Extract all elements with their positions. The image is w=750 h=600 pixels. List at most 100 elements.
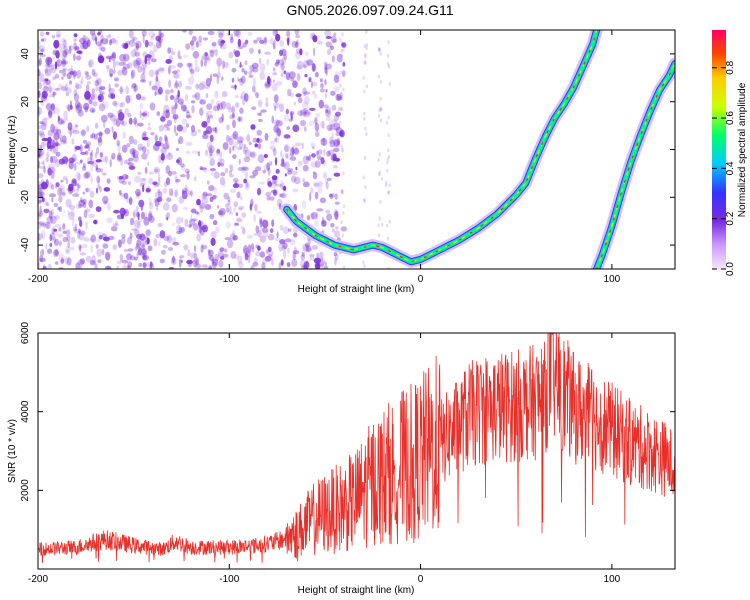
- noise-point: [219, 176, 225, 186]
- noise-point: [186, 110, 190, 114]
- noise-point: [250, 242, 255, 250]
- noise-point: [325, 67, 328, 76]
- noise-point: [257, 99, 263, 108]
- noise-point: [209, 147, 213, 157]
- noise-point: [326, 213, 332, 221]
- noise-point: [135, 150, 139, 156]
- noise-point: [204, 55, 212, 64]
- noise-point: [50, 184, 55, 190]
- noise-point: [96, 248, 102, 257]
- noise-point: [87, 146, 91, 152]
- noise-point: [95, 164, 99, 170]
- noise-point: [311, 245, 318, 250]
- noise-point: [53, 236, 57, 244]
- noise-point: [180, 226, 185, 233]
- noise-point: [53, 39, 60, 49]
- noise-point: [264, 255, 272, 262]
- noise-point: [84, 150, 89, 156]
- noise-point: [124, 108, 129, 116]
- noise-point: [241, 166, 246, 174]
- noise-point: [204, 52, 208, 57]
- noise-point: [309, 253, 315, 257]
- noise-point: [162, 187, 168, 194]
- noise-point: [319, 121, 325, 129]
- noise-point: [141, 211, 145, 220]
- noise-point: [294, 41, 299, 49]
- noise-point: [229, 36, 234, 44]
- noise-point: [236, 218, 244, 223]
- noise-point: [380, 107, 383, 112]
- noise-point: [211, 41, 217, 49]
- noise-point: [363, 44, 366, 49]
- noise-point: [229, 212, 234, 216]
- noise-point: [318, 259, 325, 267]
- noise-point: [69, 128, 72, 138]
- noise-point: [46, 151, 50, 159]
- noise-point: [158, 30, 162, 38]
- noise-point: [83, 162, 86, 169]
- noise-point: [328, 193, 333, 198]
- noise-point: [77, 110, 84, 117]
- noise-point: [378, 48, 381, 53]
- noise-point: [61, 85, 67, 92]
- noise-point: [278, 243, 284, 252]
- noise-point: [247, 244, 252, 254]
- noise-point: [150, 35, 154, 41]
- noise-point: [269, 161, 273, 166]
- noise-point: [121, 101, 125, 108]
- noise-point: [331, 155, 336, 163]
- spectrogram-y-tick-label: 20: [20, 96, 31, 108]
- noise-point: [202, 37, 209, 41]
- noise-point: [145, 54, 152, 58]
- noise-point: [388, 81, 391, 86]
- noise-point: [177, 138, 180, 145]
- noise-point: [164, 214, 167, 220]
- noise-point: [314, 122, 320, 132]
- noise-point: [62, 230, 67, 234]
- noise-point: [378, 152, 381, 157]
- noise-point: [271, 115, 275, 124]
- noise-point: [378, 216, 381, 221]
- noise-point: [168, 47, 174, 53]
- noise-point: [208, 266, 213, 269]
- noise-point: [234, 50, 241, 58]
- noise-point: [199, 166, 204, 171]
- noise-point: [229, 147, 232, 154]
- noise-point: [73, 93, 80, 102]
- noise-point: [379, 200, 382, 204]
- noise-point: [58, 188, 66, 196]
- noise-point: [192, 259, 199, 265]
- noise-point: [159, 230, 166, 239]
- noise-point: [158, 191, 163, 199]
- noise-point: [164, 136, 168, 145]
- noise-point: [199, 99, 207, 105]
- noise-point: [178, 196, 185, 204]
- noise-point: [324, 30, 332, 37]
- noise-point: [38, 214, 41, 221]
- noise-point: [257, 245, 261, 251]
- noise-point: [158, 142, 164, 147]
- noise-point: [198, 83, 205, 91]
- noise-point: [230, 164, 234, 172]
- noise-point: [70, 246, 75, 251]
- noise-point: [121, 259, 129, 264]
- noise-point: [106, 217, 113, 224]
- noise-point: [66, 257, 72, 266]
- noise-point: [153, 197, 157, 203]
- noise-point: [284, 173, 287, 177]
- noise-point: [121, 42, 127, 49]
- noise-point: [60, 120, 65, 125]
- noise-point: [47, 129, 54, 137]
- noise-point: [38, 180, 41, 187]
- noise-point: [128, 135, 134, 145]
- noise-point: [179, 174, 186, 178]
- noise-point: [98, 43, 103, 51]
- noise-point: [386, 160, 389, 165]
- noise-point: [242, 166, 249, 171]
- noise-point: [48, 166, 56, 173]
- noise-point: [78, 244, 82, 253]
- noise-point: [57, 134, 64, 139]
- noise-point: [252, 77, 256, 87]
- noise-point: [209, 255, 215, 262]
- noise-point: [140, 63, 148, 71]
